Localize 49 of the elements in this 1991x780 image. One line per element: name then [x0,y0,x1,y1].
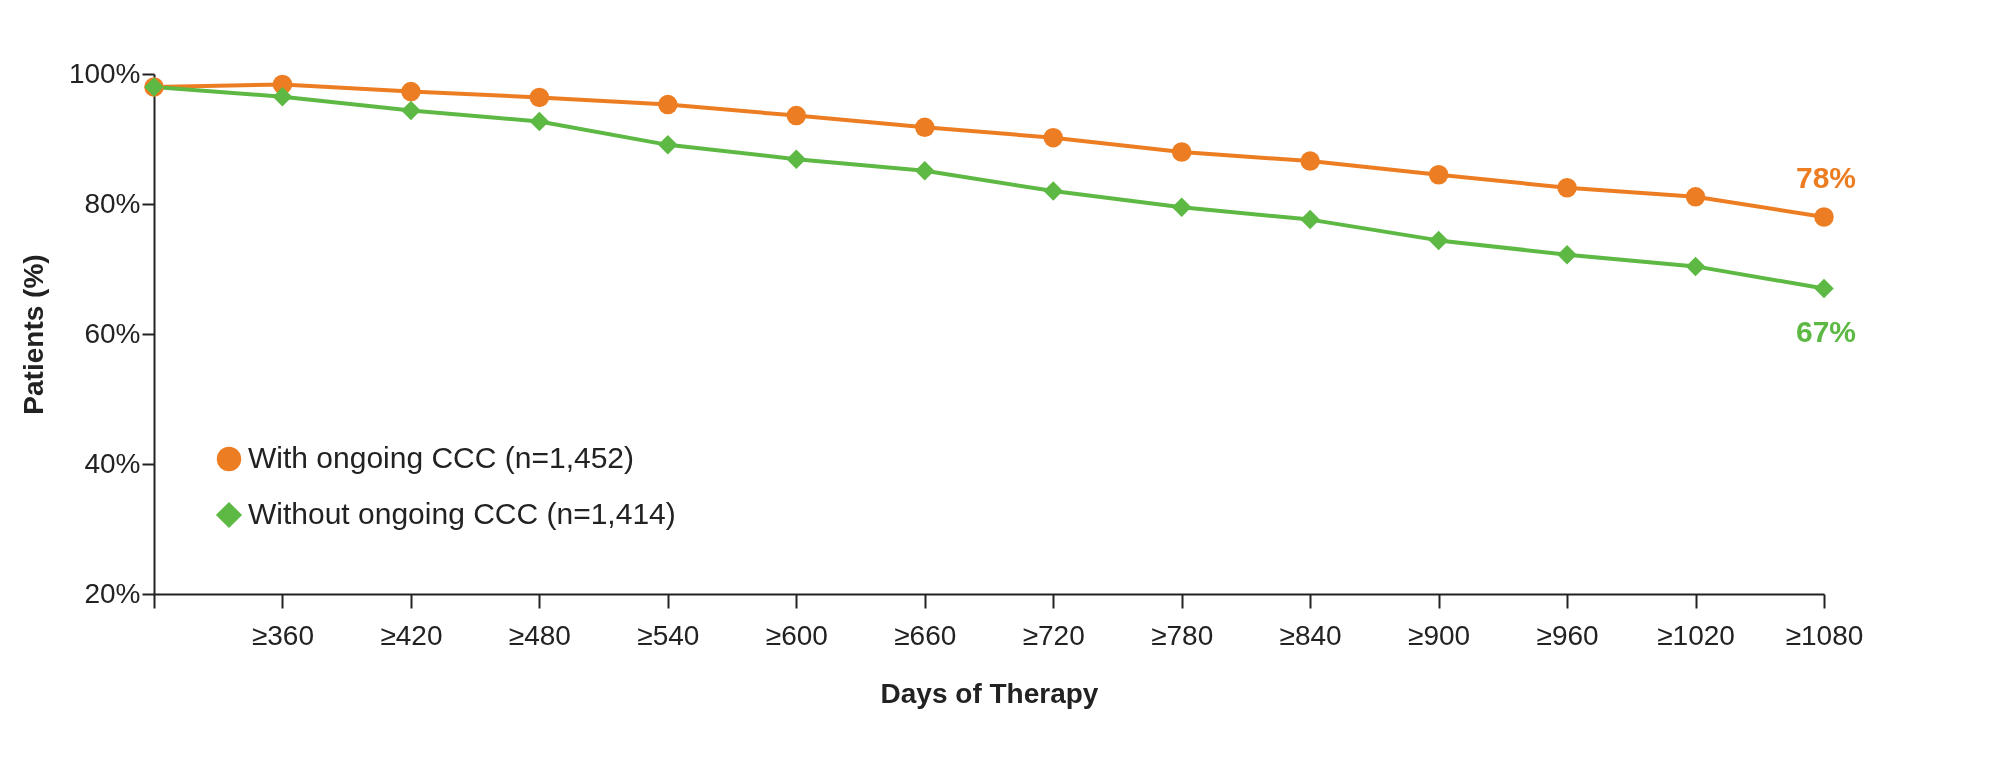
y-tick-label: 100% [68,57,141,89]
x-tick-label: ≥540 [637,619,700,651]
x-tick-label: ≥1020 [1657,619,1735,651]
legend-label: With ongoing CCC (n=1,452) [248,441,635,474]
point [1428,165,1449,185]
y-axis-title: Patients (%) [17,254,49,415]
point [401,81,421,102]
point [1171,197,1192,217]
point [786,105,807,126]
x-tick-label: ≥480 [508,619,571,651]
x-tick-label: ≥420 [380,619,443,651]
point [1300,151,1320,171]
point [1300,209,1320,230]
y-tick-label: 40% [84,447,141,479]
point [786,149,807,169]
point [1428,230,1449,251]
point [1043,181,1063,201]
y-tick-label: 60% [84,317,141,349]
legend-label: Without ongoing CCC (n=1,414) [248,497,676,530]
point [658,94,678,115]
y-tick-label: 20% [84,577,141,609]
point [529,111,550,132]
x-tick-label: ≥840 [1279,619,1342,651]
point [1685,256,1706,277]
y-tick-label: 80% [84,187,141,219]
x-tick-label: ≥720 [1022,619,1085,651]
point [529,87,550,108]
x-tick-label: ≥360 [251,619,315,651]
x-tick-label: ≥600 [765,619,828,651]
point [401,100,421,121]
point [1557,244,1577,265]
x-tick-label: ≥780 [1151,619,1214,651]
point [1557,178,1577,198]
point [915,161,935,181]
point [1814,278,1834,299]
x-tick-label: ≥660 [894,619,957,651]
point [658,135,678,155]
x-axis-title: Days of Therapy [880,677,1099,709]
annotation: 78% [1795,161,1857,194]
point [1814,207,1834,227]
point [1043,127,1063,148]
x-tick-label: ≥960 [1536,619,1599,651]
x-tick-label: ≥1080 [1785,619,1864,651]
point [1685,187,1706,207]
annotation: 67% [1795,314,1857,348]
point [272,87,293,107]
x-tick-label: ≥900 [1408,619,1471,651]
point [1171,142,1192,162]
point [915,117,935,138]
